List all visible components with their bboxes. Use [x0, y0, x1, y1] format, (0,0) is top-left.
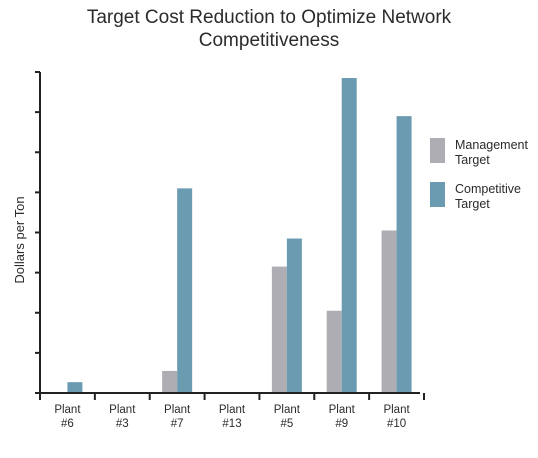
x-tick-label: Plant — [54, 404, 81, 416]
chart-title: Target Cost Reduction to Optimize Networ… — [0, 6, 538, 52]
bar-competitive-target-plant-7 — [177, 188, 193, 393]
legend-label-management-line-2: Target — [455, 153, 490, 167]
chart-title-line-1: Target Cost Reduction to Optimize Networ… — [86, 7, 452, 28]
legend-swatch-management — [430, 138, 445, 163]
legend-label-management-line-1: Management — [455, 138, 528, 152]
legend-label-management: Management Target — [455, 138, 538, 168]
chart-title-line-2: Competitiveness — [198, 30, 340, 51]
x-tick-label: Plant — [164, 404, 191, 416]
legend-swatch-competitive — [430, 182, 445, 207]
x-tick-label: Plant — [109, 404, 136, 416]
bar-competitive-target-plant-5 — [286, 238, 302, 393]
x-tick-label: #3 — [116, 418, 129, 430]
bar-management-target-plant-9 — [326, 310, 342, 393]
x-tick-label: #7 — [171, 418, 184, 430]
y-axis-label: Dollars per Ton — [12, 196, 27, 283]
legend-item-competitive-target: Competitive Target — [430, 182, 538, 212]
bar-management-target-plant-10 — [381, 230, 397, 393]
bar-competitive-target-plant-6 — [67, 382, 83, 393]
x-tick-label: Plant — [383, 404, 410, 416]
x-tick-label: #5 — [280, 418, 293, 430]
bar-competitive-target-plant-9 — [341, 78, 357, 394]
bar-management-target-plant-5 — [271, 266, 287, 393]
legend-label-competitive: Competitive Target — [455, 182, 538, 212]
x-tick-label: Plant — [274, 404, 301, 416]
x-tick-label: #6 — [61, 418, 74, 430]
legend: Management Target Competitive Target — [430, 138, 538, 226]
bar-competitive-target-plant-10 — [396, 116, 412, 393]
x-tick-label: #10 — [387, 418, 406, 430]
legend-label-competitive-line-1: Competitive — [455, 182, 521, 196]
legend-label-competitive-line-2: Target — [455, 197, 490, 211]
legend-item-management-target: Management Target — [430, 138, 538, 168]
bar-management-target-plant-7 — [162, 370, 178, 393]
x-tick-label: Plant — [219, 404, 246, 416]
x-tick-label: #13 — [222, 418, 241, 430]
x-tick-label: Plant — [329, 404, 356, 416]
x-tick-label: #9 — [335, 418, 348, 430]
